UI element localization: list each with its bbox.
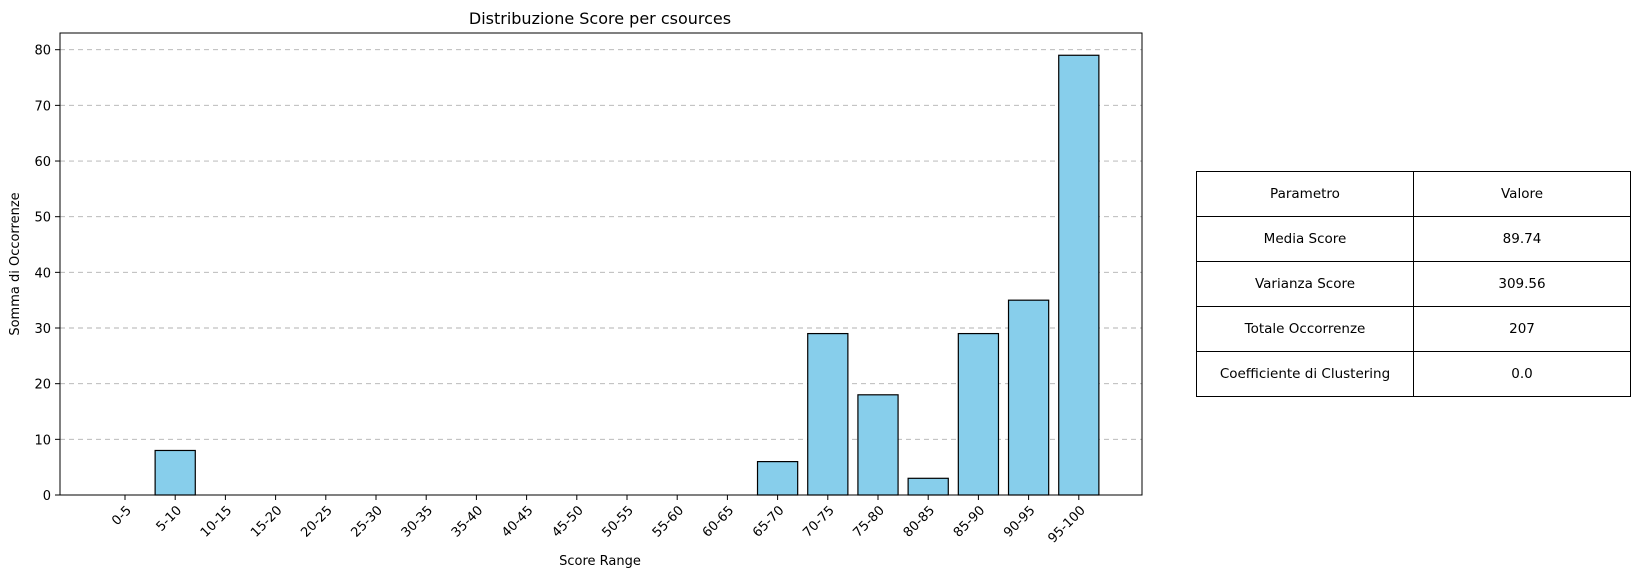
chart-title: Distribuzione Score per csources <box>469 9 731 28</box>
y-tick-label: 30 <box>34 322 51 337</box>
x-tick-label: 30-35 <box>399 503 436 540</box>
x-tick-label: 45-50 <box>549 503 586 540</box>
y-axis-label: Somma di Occorrenze <box>8 192 23 335</box>
x-tick-label: 95-100 <box>1045 503 1088 546</box>
table-row: Totale Occorrenze 207 <box>1196 306 1631 352</box>
x-tick-label: 90-95 <box>1001 503 1038 540</box>
x-tick-label: 5-10 <box>154 503 185 534</box>
table-cell: 309.56 <box>1413 261 1631 307</box>
bars <box>154 54 1100 496</box>
table-cell: Totale Occorrenze <box>1196 306 1414 352</box>
x-tick-label: 50-55 <box>600 503 637 540</box>
stats-table: Parametro Valore Media Score 89.74 Varia… <box>1196 171 1631 397</box>
table-cell: 0.0 <box>1413 351 1631 397</box>
table-header-cell: Parametro <box>1196 171 1414 217</box>
x-tick-label: 75-80 <box>851 503 888 540</box>
x-tick-label: 85-90 <box>951 503 988 540</box>
y-tick-label: 60 <box>34 155 51 170</box>
x-tick-label: 35-40 <box>449 503 486 540</box>
table-cell: Media Score <box>1196 216 1414 262</box>
table-cell: 207 <box>1413 306 1631 352</box>
bar-95-100 <box>1058 54 1100 496</box>
y-tick-label: 50 <box>34 211 51 226</box>
x-tick-label: 55-60 <box>650 503 687 540</box>
x-axis-label: Score Range <box>559 554 641 569</box>
x-tick-label: 80-85 <box>901 503 938 540</box>
bar-65-70 <box>756 461 799 496</box>
bar-70-75 <box>807 332 849 496</box>
table-row: Media Score 89.74 <box>1196 216 1631 262</box>
x-tick-label: 10-15 <box>198 503 235 540</box>
plot-frame <box>59 32 1143 496</box>
x-tick-label: 25-30 <box>349 503 386 540</box>
y-tick-label: 80 <box>34 44 51 59</box>
bar-5-10 <box>154 449 196 496</box>
bar-90-95 <box>1007 299 1050 496</box>
x-tick-label: 0-5 <box>109 503 135 529</box>
bar-chart: 0 10 20 30 40 50 60 70 80 0-5 5-10 10-15 15-20 20-25… <box>8 9 1143 569</box>
y-tick-label: 40 <box>34 266 51 281</box>
x-tick-label: 20-25 <box>298 503 335 540</box>
table-header-row: Parametro Valore <box>1196 171 1631 217</box>
y-tick-label: 10 <box>34 433 51 448</box>
x-tick-label: 15-20 <box>248 503 285 540</box>
table-cell: 89.74 <box>1413 216 1631 262</box>
grid-lines <box>60 49 1142 440</box>
bar-85-90 <box>957 332 1000 496</box>
y-tick-label: 20 <box>34 378 51 393</box>
y-axis-ticks: 0 10 20 30 40 50 60 70 80 <box>34 44 60 504</box>
table-header-cell: Valore <box>1413 171 1631 217</box>
bar-75-80 <box>857 394 899 496</box>
x-tick-label: 70-75 <box>800 503 837 540</box>
x-tick-label: 40-45 <box>499 503 536 540</box>
x-tick-label: 65-70 <box>750 503 787 540</box>
table-row: Varianza Score 309.56 <box>1196 261 1631 307</box>
table-row: Coefficiente di Clustering 0.0 <box>1196 351 1631 397</box>
bar-80-85 <box>907 477 949 496</box>
x-tick-label: 60-65 <box>700 503 737 540</box>
table-cell: Coefficiente di Clustering <box>1196 351 1414 397</box>
y-tick-label: 0 <box>43 489 51 504</box>
y-tick-label: 70 <box>34 99 51 114</box>
table-cell: Varianza Score <box>1196 261 1414 307</box>
x-axis-ticks: 0-5 5-10 10-15 15-20 20-25 25-30 30-35 35-40 40-… <box>109 495 1089 546</box>
